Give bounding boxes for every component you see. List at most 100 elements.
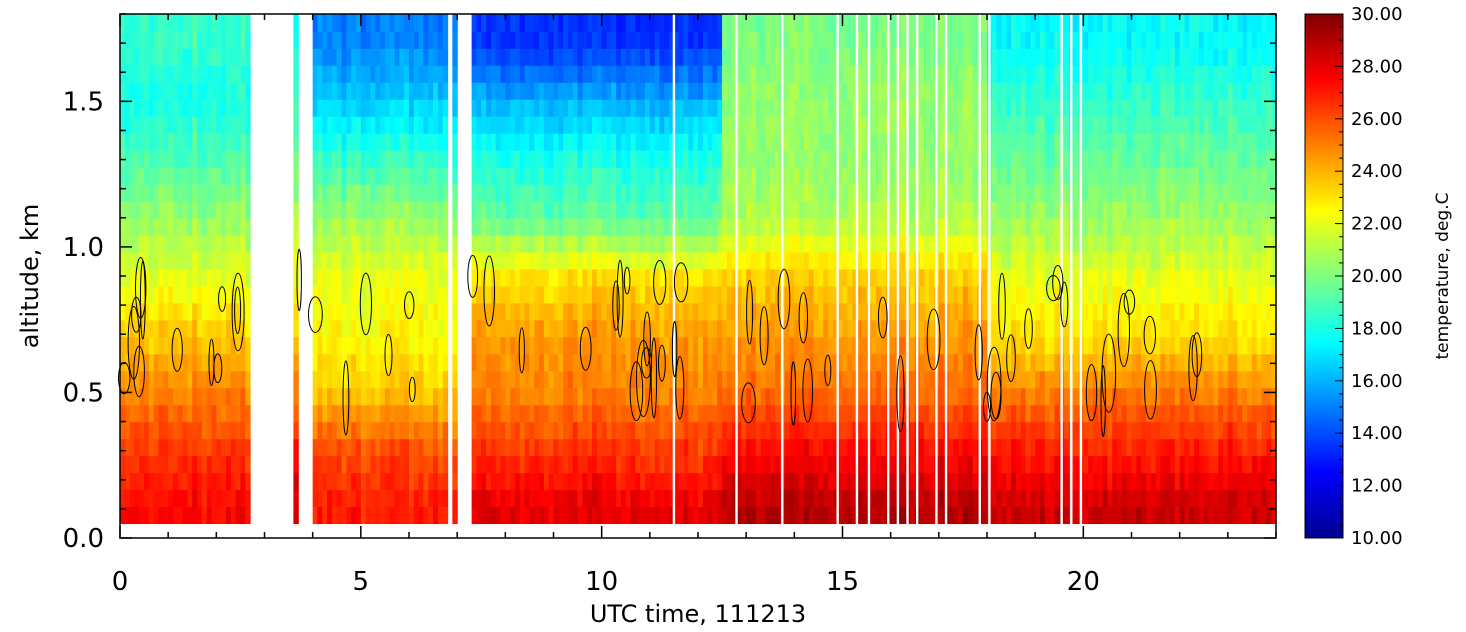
heatmap-cell (490, 319, 497, 338)
heatmap-cell (495, 404, 502, 423)
heatmap-cell (640, 370, 646, 389)
heatmap-cell (442, 268, 449, 287)
heatmap-cell (731, 302, 738, 321)
heatmap-cell (616, 438, 622, 457)
heatmap-cell (803, 353, 810, 372)
heatmap-cell (548, 116, 555, 134)
heatmap-cell (722, 217, 728, 236)
heatmap-cell (881, 150, 887, 168)
heatmap-cell (433, 455, 439, 474)
heatmap-cell (712, 31, 718, 49)
heatmap-cell (336, 14, 343, 32)
heatmap-cell (548, 302, 555, 321)
heatmap-cell (635, 455, 641, 474)
heatmap-cell (211, 133, 217, 151)
heatmap-cell (399, 285, 405, 304)
heatmap-cell (852, 31, 858, 49)
heatmap-cell (813, 455, 820, 474)
heatmap-cell (206, 251, 213, 270)
heatmap-cell (861, 217, 868, 236)
heatmap-cell (389, 167, 396, 185)
heatmap-cell (726, 455, 733, 474)
heatmap-cell (187, 184, 193, 202)
heatmap-cell (890, 82, 897, 100)
heatmap-cell (837, 65, 844, 83)
heatmap-cell (428, 217, 434, 236)
heatmap-cell (418, 14, 425, 32)
heatmap-cell (384, 285, 391, 304)
heatmap-cell (409, 116, 415, 134)
heatmap-cell (596, 353, 603, 372)
heatmap-cell (664, 438, 670, 457)
heatmap-cell (881, 438, 887, 457)
heatmap-cell (808, 82, 815, 100)
heatmap-cell (331, 489, 338, 508)
heatmap-cell (476, 251, 482, 270)
heatmap-cell (828, 404, 834, 423)
heatmap-cell (587, 438, 593, 457)
heatmap-cell (529, 31, 535, 49)
heatmap-cell (702, 234, 709, 253)
heatmap-cell (890, 99, 897, 117)
heatmap-cell (909, 421, 916, 440)
heatmap-cell (148, 82, 155, 100)
heatmap-cell (187, 116, 193, 134)
heatmap-cell (828, 438, 834, 457)
heatmap-cell (808, 133, 815, 151)
heatmap-cell (500, 99, 506, 117)
heatmap-cell (240, 336, 246, 355)
heatmap-cell (331, 302, 338, 321)
heatmap-cell (924, 65, 930, 83)
heatmap-cell (476, 421, 482, 440)
heatmap-cell (726, 200, 733, 219)
heatmap-cell (437, 184, 444, 202)
heatmap-cell (755, 184, 762, 202)
heatmap-cell (919, 404, 925, 423)
heatmap-cell (664, 133, 670, 151)
heatmap-cell (346, 319, 352, 338)
heatmap-cell (399, 319, 405, 338)
heatmap-cell (611, 217, 617, 236)
heatmap-cell (909, 150, 916, 168)
heatmap-cell (452, 421, 458, 440)
heatmap-cell (837, 99, 844, 117)
heatmap-cell (929, 506, 935, 525)
heatmap-cell (389, 353, 396, 372)
heatmap-cell (789, 184, 795, 202)
heatmap-cell (645, 200, 651, 219)
heatmap-cell (539, 336, 545, 355)
heatmap-cell (293, 353, 299, 372)
heatmap-cell (890, 234, 897, 253)
heatmap-cell (808, 251, 815, 270)
heatmap-cell (707, 133, 714, 151)
heatmap-cell (148, 116, 155, 134)
heatmap-cell (616, 353, 622, 372)
heatmap-cell (587, 387, 593, 406)
heatmap-cell (240, 472, 246, 491)
heatmap-cell (351, 353, 357, 372)
heatmap-cell (211, 48, 217, 66)
heatmap-cell (712, 99, 718, 117)
heatmap-cell (375, 421, 381, 440)
heatmap-cell (712, 370, 718, 389)
heatmap-cell (924, 506, 930, 525)
heatmap-cell (592, 438, 598, 457)
heatmap-cell (192, 31, 198, 49)
heatmap-cell (177, 438, 184, 457)
heatmap-cell (900, 370, 906, 389)
heatmap-cell (380, 472, 386, 491)
heatmap-cell (471, 370, 478, 389)
heatmap-cell (486, 82, 492, 100)
heatmap-cell (683, 184, 689, 202)
heatmap-cell (409, 14, 415, 32)
heatmap-cell (500, 455, 506, 474)
heatmap-cell (929, 285, 935, 304)
heatmap-cell (433, 489, 439, 508)
heatmap-cell (640, 353, 646, 372)
heatmap-cell (625, 285, 632, 304)
heatmap-cell (958, 472, 964, 491)
heatmap-cell (529, 82, 535, 100)
heatmap-cell (129, 234, 136, 253)
heatmap-cell (803, 48, 810, 66)
heatmap-cell (736, 387, 742, 406)
